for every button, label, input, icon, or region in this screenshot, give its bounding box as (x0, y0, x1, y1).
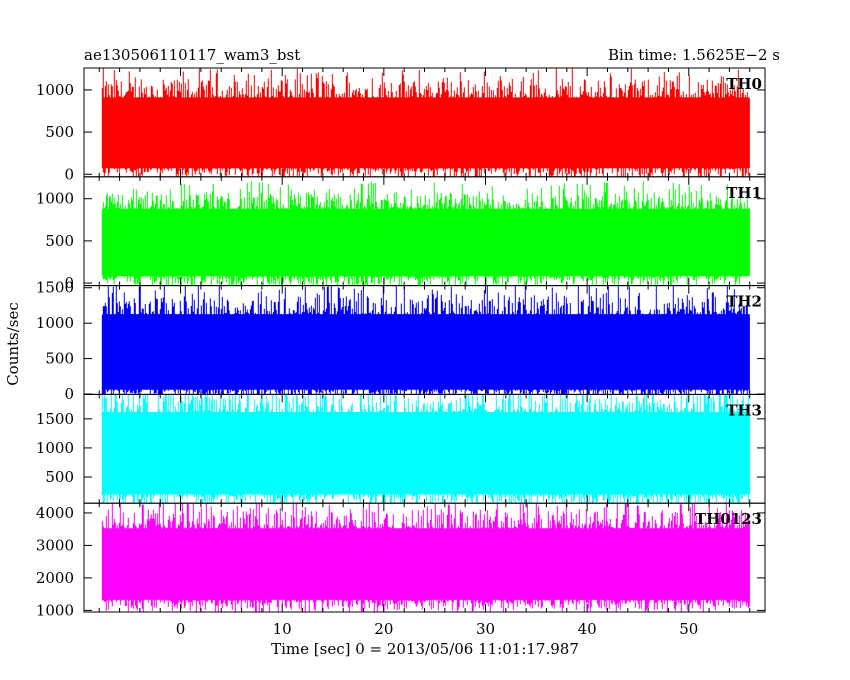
y-tick-label: 0 (64, 274, 74, 292)
y-tick-label: 3000 (36, 536, 74, 554)
x-tick-label: 20 (374, 620, 393, 638)
y-tick-label: 500 (45, 468, 74, 486)
y-tick-label: 1500 (36, 410, 74, 428)
series-line (101, 68, 750, 177)
y-tick-label: 1500 (36, 279, 74, 297)
y-axis-label: Counts/sec (4, 302, 22, 386)
panel-label: TH1 (726, 184, 762, 202)
x-tick-label: 30 (476, 620, 495, 638)
panel-label: TH2 (726, 293, 762, 311)
panel-label: TH3 (726, 401, 762, 419)
y-tick-label: 1000 (36, 439, 74, 457)
series-line (101, 503, 750, 613)
series-line (101, 285, 750, 395)
y-tick-label: 500 (45, 350, 74, 368)
bin-time-label: Bin time: 1.5625E−2 s (608, 46, 780, 64)
y-tick-label: 1000 (36, 314, 74, 332)
chart-title: ae130506110117_wam3_bst (84, 46, 300, 64)
panel-th0123: 1000 2000 3000 4000 TH0123 (36, 502, 766, 619)
y-tick-label: 0 (64, 385, 74, 403)
panel-th1: 0 500 1000 TH1 (36, 176, 766, 292)
y-tick-label: 1000 (36, 601, 74, 619)
panel-label: TH0123 (695, 510, 762, 528)
panel-th2: 0 500 1000 1500 TH2 (36, 279, 766, 403)
x-tick-label: 10 (273, 620, 292, 638)
y-tick-label: 4000 (36, 504, 74, 522)
y-tick-label: 2000 (36, 569, 74, 587)
x-tick-label: 0 (176, 620, 186, 638)
x-tick-label: 50 (679, 620, 698, 638)
series-line (101, 394, 750, 504)
y-tick-label: 500 (45, 232, 74, 250)
y-tick-label: 0 (64, 165, 74, 183)
panel-th0: 0 500 1000 TH0 (36, 67, 766, 183)
y-tick-label: 1000 (36, 81, 74, 99)
x-tick-label: 40 (578, 620, 597, 638)
series-line (101, 181, 750, 286)
panel-label: TH0 (726, 75, 762, 93)
x-axis-label: Time [sec] 0 = 2013/05/06 11:01:17.987 (271, 640, 579, 658)
panel-th3: 500 1000 1500 TH3 (36, 393, 766, 504)
y-tick-label: 500 (45, 123, 74, 141)
y-tick-label: 1000 (36, 190, 74, 208)
